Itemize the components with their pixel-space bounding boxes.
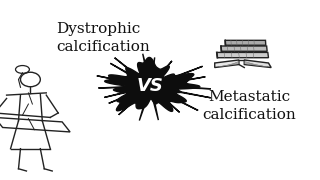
Polygon shape [160, 95, 180, 112]
Polygon shape [215, 60, 239, 68]
Polygon shape [99, 87, 132, 88]
Text: VS: VS [137, 76, 164, 94]
Polygon shape [158, 61, 172, 77]
Polygon shape [151, 57, 155, 76]
Polygon shape [139, 96, 148, 121]
Polygon shape [110, 63, 138, 79]
Polygon shape [225, 40, 266, 45]
Polygon shape [152, 97, 158, 120]
Polygon shape [143, 54, 149, 76]
Polygon shape [168, 77, 205, 84]
Polygon shape [221, 46, 267, 51]
Text: Metastatic
calcification: Metastatic calcification [203, 90, 296, 122]
Polygon shape [119, 95, 141, 115]
Polygon shape [165, 66, 203, 81]
Polygon shape [244, 60, 271, 68]
Polygon shape [169, 87, 211, 89]
Polygon shape [97, 76, 133, 83]
Polygon shape [105, 57, 200, 111]
Polygon shape [164, 93, 198, 111]
Polygon shape [217, 52, 268, 58]
Polygon shape [168, 89, 211, 98]
Text: Dystrophic
calcification: Dystrophic calcification [56, 22, 150, 54]
Polygon shape [115, 58, 140, 78]
Polygon shape [109, 92, 136, 103]
Polygon shape [104, 90, 134, 97]
